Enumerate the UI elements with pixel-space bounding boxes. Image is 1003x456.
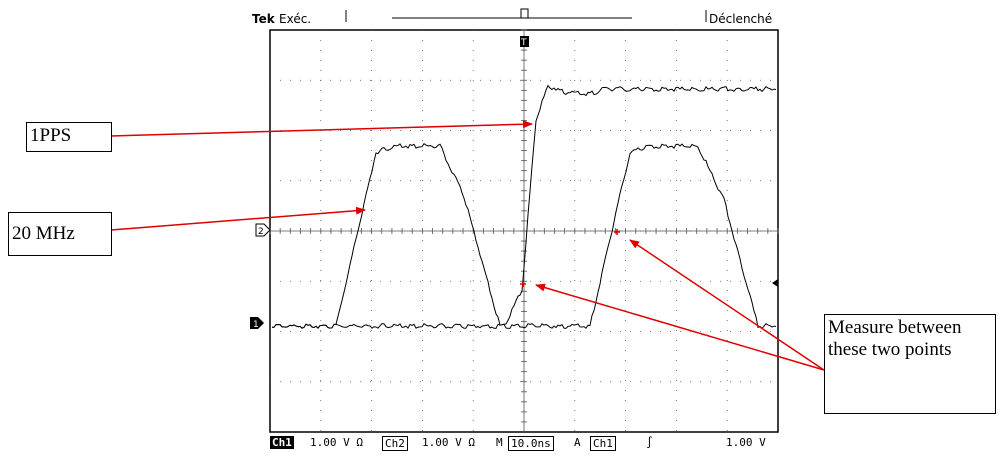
- trace-1pps: [271, 84, 777, 329]
- trigger-mode: A: [574, 436, 581, 449]
- trigger-slope: ∫: [646, 436, 653, 449]
- ch1-label: Ch1: [270, 436, 294, 449]
- measure-point-a: [520, 281, 526, 287]
- timebase-label: M: [496, 436, 503, 449]
- ch2-marker-label: 2: [258, 227, 264, 237]
- trace-20mhz: [271, 142, 777, 330]
- arrow-20mhz: [110, 206, 366, 231]
- arrow-1pps: [110, 120, 533, 137]
- ch2-ground-marker: 2: [255, 223, 271, 237]
- trigger-level: 1.00 V: [726, 436, 766, 449]
- ch1-marker-label: 1: [253, 320, 259, 330]
- brand-label: Tek: [252, 12, 275, 26]
- arrow-measure-a: [535, 283, 825, 371]
- trigger-marker-label: T: [520, 38, 527, 48]
- graticule-grid: [269, 29, 779, 432]
- ch1-scale: 1.00 V Ω: [310, 436, 363, 449]
- ch2-label: Ch2: [382, 436, 408, 451]
- trigger-source: Ch1: [590, 436, 616, 451]
- arrow-measure-b: [629, 239, 825, 371]
- callout-1pps: 1PPS: [26, 122, 112, 152]
- ch1-ground-marker: 1: [250, 317, 264, 330]
- measure-point-b: [614, 229, 620, 235]
- status-bar: Ch1 1.00 V Ω Ch2 1.00 V Ω M 10.0ns A Ch1…: [270, 434, 780, 452]
- callout-measure: Measure between these two points: [824, 314, 996, 414]
- callout-20mhz: 20 MHz: [8, 212, 112, 256]
- timebase-value: 10.0ns: [508, 436, 554, 451]
- ch2-scale: 1.00 V Ω: [422, 436, 475, 449]
- scope-header: Tek Exéc. Déclenché: [252, 4, 777, 30]
- run-state-label: Exéc.: [279, 12, 312, 26]
- trigger-level-arrow: [772, 279, 778, 287]
- trigger-state-label: Déclenché: [709, 12, 773, 26]
